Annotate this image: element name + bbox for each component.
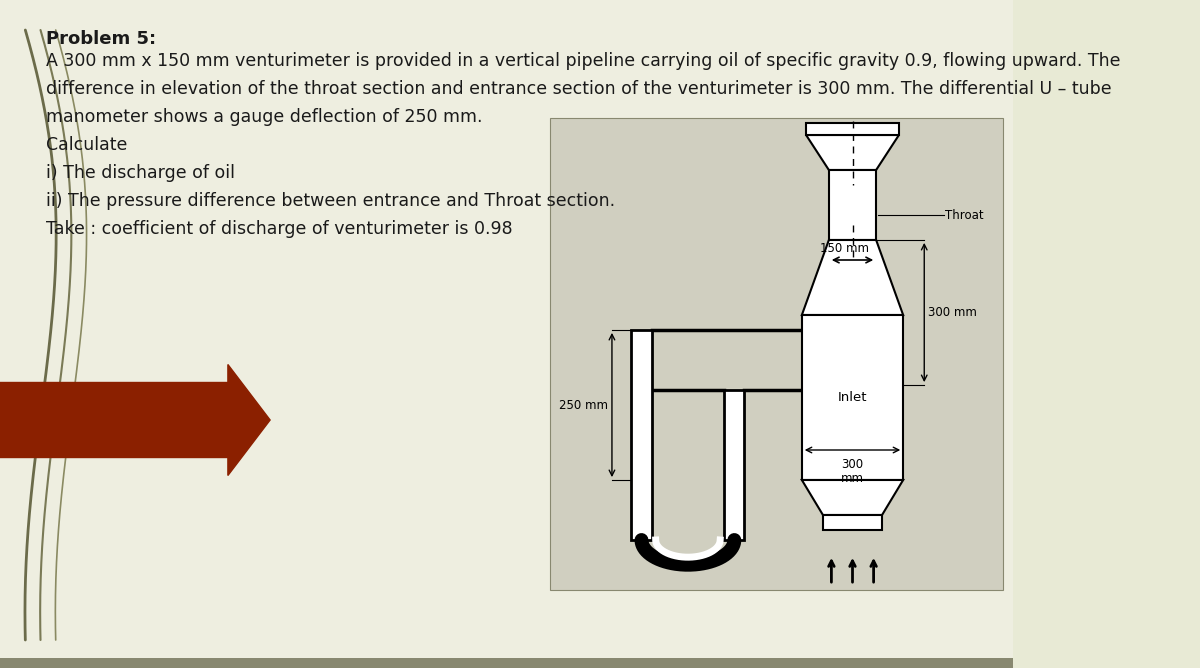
Text: manometer shows a gauge deflection of 250 mm.: manometer shows a gauge deflection of 25… [47,108,482,126]
Text: i) The discharge of oil: i) The discharge of oil [47,164,235,182]
Text: 150 mm: 150 mm [820,242,869,255]
Text: Take : coefficient of discharge of venturimeter is 0.98: Take : coefficient of discharge of ventu… [47,220,514,238]
Bar [0,658,1013,668]
Text: A 300 mm x 150 mm venturimeter is provided in a vertical pipeline carrying oil o: A 300 mm x 150 mm venturimeter is provid… [47,52,1121,70]
Bar [829,170,876,240]
Text: difference in elevation of the throat section and entrance section of the ventur: difference in elevation of the throat se… [47,80,1112,98]
Bar [725,390,744,540]
Text: 300 mm: 300 mm [929,306,977,319]
Text: Throat: Throat [946,208,984,222]
Bar [631,330,652,540]
Text: 250 mm: 250 mm [559,399,607,411]
Polygon shape [802,480,904,515]
Polygon shape [802,240,904,315]
Bar [806,123,899,135]
Polygon shape [0,365,270,476]
Text: ii) The pressure difference between entrance and Throat section.: ii) The pressure difference between entr… [47,192,616,210]
Text: Problem 5:: Problem 5: [47,30,156,48]
Text: Calculate: Calculate [47,136,127,154]
Text: mm: mm [841,472,864,485]
Bar [802,315,904,480]
Polygon shape [806,135,899,170]
Bar [551,118,1003,590]
Text: 300: 300 [841,458,864,471]
Text: Inlet: Inlet [838,391,868,404]
Bar [823,515,882,530]
